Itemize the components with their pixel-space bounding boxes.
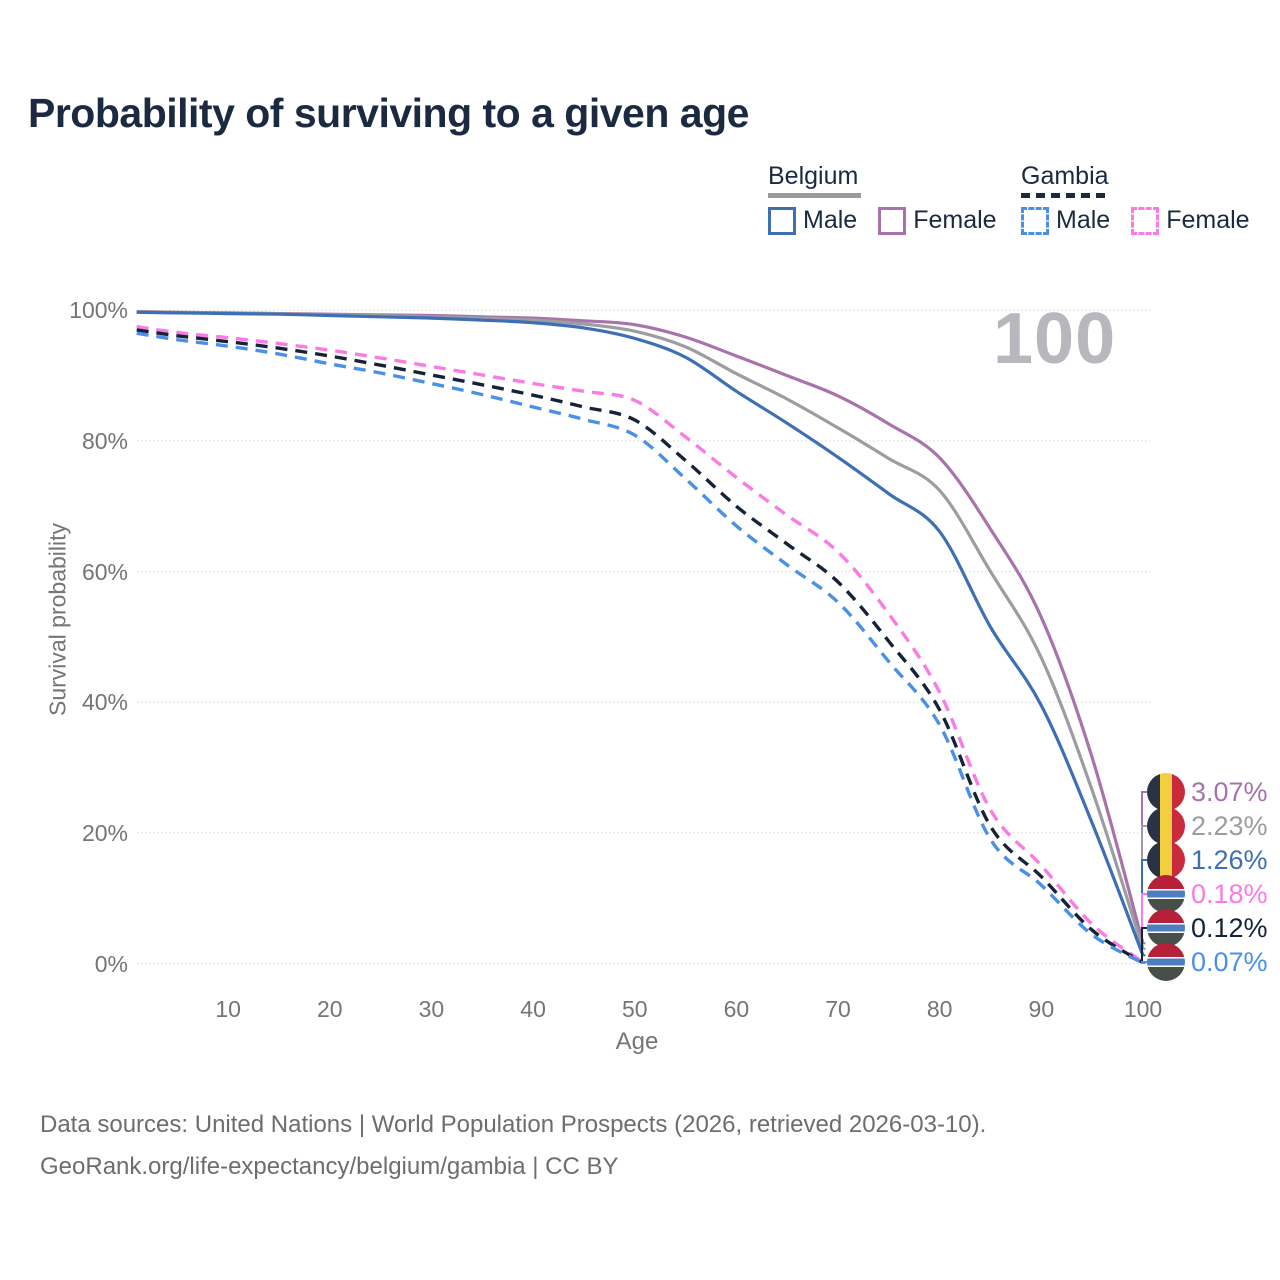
legend-item-belgium-female[interactable]: Female [878,206,997,235]
x-tick-90: 90 [1028,996,1055,1022]
legend-gambia-items: Male Female [1021,206,1250,235]
legend-item-gambia-male[interactable]: Male [1021,206,1110,235]
end-label-belgium-combined: 2.23% [1191,811,1268,841]
footer: Data sources: United Nations | World Pop… [40,1104,986,1188]
gambia-flag-icon [1147,875,1185,913]
legend-group-belgium: Belgium Male Female [768,161,997,235]
legend-belgium-items: Male Female [768,206,997,235]
end-label-belgium-female: 3.07% [1191,777,1268,807]
legend-gambia-underline [1021,193,1109,198]
y-tick-40%: 40% [81,689,128,716]
legend-item-label: Male [1056,206,1111,234]
x-tick-30: 30 [418,996,445,1022]
x-tick-40: 40 [520,996,546,1022]
x-axis-title: Age [615,1028,659,1055]
curve-belgium-male [136,310,1145,956]
leader-line-gambia-male [1141,961,1147,964]
end-label-gambia-male: 0.07% [1191,947,1268,977]
legend-item-gambia-female[interactable]: Female [1131,206,1250,235]
legend-item-belgium-male[interactable]: Male [768,206,857,235]
legend-item-label: Female [1166,206,1250,234]
gambia-flag-icon [1147,943,1185,981]
x-tick-100: 100 [1123,996,1163,1022]
y-tick-80%: 80% [81,427,128,454]
end-label-gambia-female: 0.18% [1191,879,1268,909]
x-tick-20: 20 [317,996,343,1022]
belgium-flag-icon [1147,841,1185,879]
x-tick-60: 60 [723,996,750,1022]
belgium-flag-icon [1147,773,1185,811]
age-counter: 100 [993,299,1117,379]
curve-gambia-combined [136,328,1144,965]
legend-swatch-icon [1021,206,1049,235]
gambia-flag-icon [1147,909,1185,947]
x-tick-80: 80 [926,996,953,1022]
footer-source-line: Data sources: United Nations | World Pop… [40,1111,987,1138]
y-tick-100%: 100% [69,297,128,324]
y-tick-20%: 20% [81,819,128,846]
legend-gambia-title[interactable]: Gambia [1021,162,1109,190]
legend-group-gambia: Gambia Male Female [1021,161,1250,235]
legend-item-label: Male [803,206,858,234]
curve-gambia-male [136,331,1144,965]
curve-gambia-female [136,324,1145,964]
x-tick-10: 10 [215,996,241,1022]
legend-belgium-title[interactable]: Belgium [768,162,859,190]
end-label-gambia-combined: 0.12% [1191,913,1268,943]
page-title: Probability of surviving to a given age [28,90,749,136]
y-tick-0%: 0% [94,950,128,977]
legend-swatch-icon [1131,206,1160,235]
legend-belgium-underline [768,193,861,198]
x-tick-70: 70 [825,996,851,1022]
x-tick-50: 50 [621,996,648,1022]
belgium-flag-icon [1147,807,1185,845]
end-label-belgium-male: 1.26% [1191,845,1268,875]
legend-swatch-icon [768,206,796,235]
legend-item-label: Female [913,206,997,234]
leader-line-gambia-combined [1141,927,1147,964]
footer-url-line: GeoRank.org/life-expectancy/belgium/gamb… [40,1153,619,1180]
y-tick-60%: 60% [81,558,128,585]
legend-swatch-icon [878,206,907,235]
